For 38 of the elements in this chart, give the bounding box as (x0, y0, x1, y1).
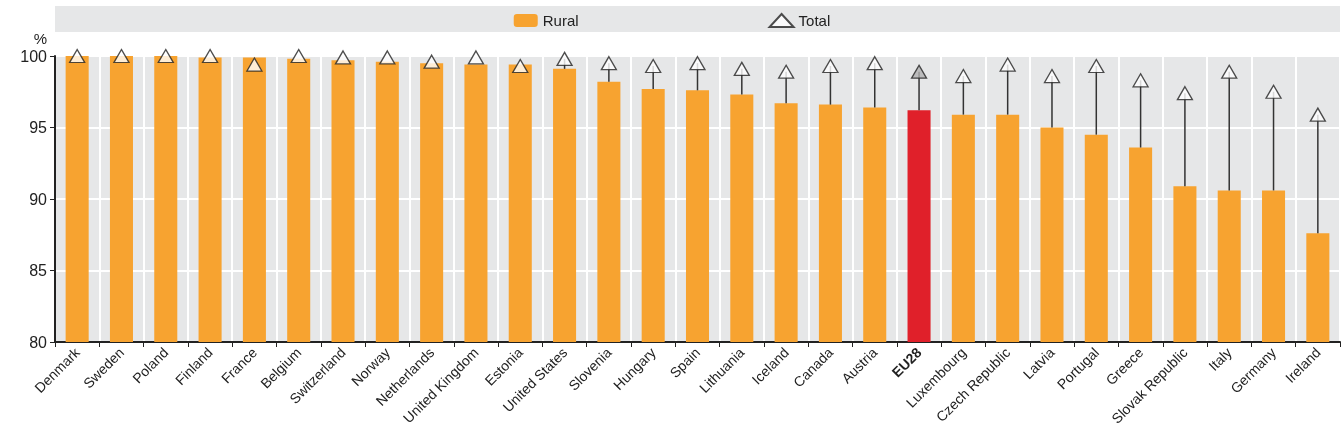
point (1132, 73, 1149, 88)
point (379, 50, 396, 65)
point (1043, 68, 1061, 84)
point (113, 48, 130, 64)
y-tick-label: 95 (29, 119, 48, 136)
point (910, 64, 928, 79)
legend-label: Rural (542, 12, 579, 29)
y-tick-label: 85 (29, 262, 48, 279)
point (1309, 107, 1326, 122)
y-tick-label: 90 (29, 190, 48, 208)
point (777, 64, 795, 79)
point (1088, 58, 1105, 74)
point (733, 61, 750, 77)
point (999, 57, 1016, 72)
point (246, 57, 263, 72)
point (1265, 84, 1282, 99)
legend-label: Total (798, 12, 831, 29)
point (157, 48, 174, 64)
y-axis-title: % (33, 30, 47, 47)
x-tick-label: Italy (1205, 344, 1235, 374)
point (645, 58, 662, 74)
point (1176, 86, 1194, 101)
y-tick-label: 80 (29, 333, 48, 351)
point (1221, 64, 1238, 79)
point (556, 51, 573, 67)
point (600, 56, 618, 71)
point (822, 58, 839, 74)
point (334, 50, 352, 65)
point (689, 56, 706, 71)
point (467, 50, 485, 65)
point (290, 48, 307, 64)
point (512, 58, 529, 74)
point (955, 68, 972, 84)
point (866, 56, 883, 71)
y-tick-label: 100 (20, 47, 48, 65)
point (201, 48, 219, 64)
point (423, 54, 440, 69)
point (69, 48, 86, 64)
